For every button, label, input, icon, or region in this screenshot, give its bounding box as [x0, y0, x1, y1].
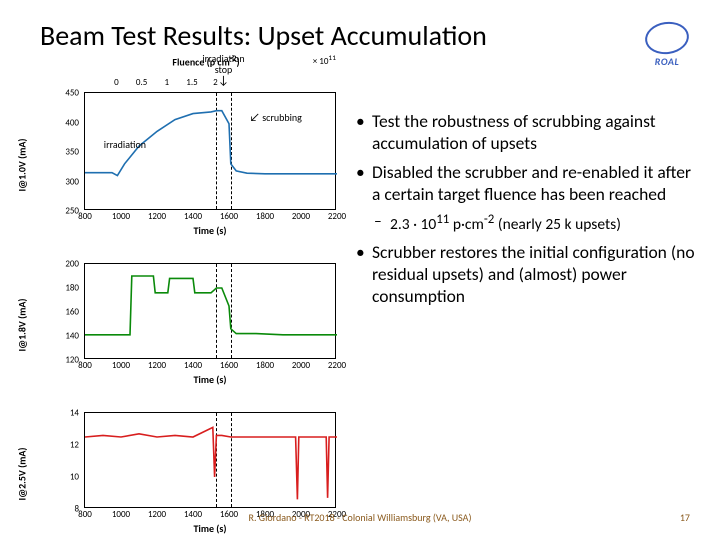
ylabel: I@1.8V (mA)	[16, 298, 29, 351]
b3-pre: 2.3 · 10	[390, 215, 436, 234]
fluence-tick: 1	[165, 77, 170, 88]
plot-box: 2503003504004508001000120014001600180020…	[84, 92, 336, 210]
b3-sup2: -2	[484, 212, 495, 227]
bullet-4: Scrubber restores the initial configurat…	[354, 241, 696, 308]
slide: Beam Test Results: Upset Accumulation RO…	[0, 0, 720, 540]
ann-scrubbing: ↙ scrubbing	[249, 111, 302, 125]
fluence-mult: × 1011	[313, 54, 336, 67]
bullet-list: Test the robustness of scrubbing against…	[354, 110, 696, 314]
slide-title: Beam Test Results: Upset Accumulation	[40, 18, 487, 53]
ann-irradiation: irradiation	[104, 138, 146, 151]
logo: ROAL	[638, 22, 696, 68]
fluence-tick: 1.5	[186, 77, 197, 88]
logo-text: ROAL	[638, 55, 696, 68]
b3-post: p·cm	[449, 215, 484, 234]
trace-p3	[85, 413, 337, 509]
y-ticks: 120140160180200	[49, 264, 81, 358]
chart-panel-p1: I@1.0V (mA)Fluence (p cm-2)× 101100.511.…	[36, 92, 336, 237]
x-ticks: 8001000120014001600180020002200	[85, 211, 335, 223]
bullet-2: Disabled the scrubber and re-enabled it …	[354, 161, 696, 206]
chart-panel-p2: I@1.8V (mA)12014016018020080010001200140…	[36, 263, 336, 386]
ylabel: I@1.0V (mA)	[16, 138, 29, 191]
fluence-tick: 0.5	[136, 77, 147, 88]
b3-tail: (nearly 25 k upsets)	[494, 215, 621, 234]
chart-stack: I@1.0V (mA)Fluence (p cm-2)× 101100.511.…	[36, 74, 336, 474]
footer-page: 17	[680, 511, 690, 524]
b3-sup: 11	[436, 212, 449, 227]
ylabel: I@2.5V (mA)	[16, 447, 29, 500]
xlabel: Time (s)	[84, 224, 336, 237]
bullet-1: Test the robustness of scrubbing against…	[354, 110, 696, 155]
x-ticks: 8001000120014001600180020002200	[85, 360, 335, 372]
plot-box: 81012148001000120014001600180020002200	[84, 412, 336, 508]
trace-p2	[85, 264, 337, 360]
y-ticks: 250300350400450	[49, 93, 81, 209]
logo-ring-icon	[643, 19, 691, 57]
ann-irr-stop: irradiationstop↓	[202, 54, 244, 88]
footer-center: R. Giordano - RT2018 - Colonial Williams…	[249, 511, 472, 524]
xlabel: Time (s)	[84, 373, 336, 386]
y-ticks: 8101214	[49, 413, 81, 507]
bullet-3: 2.3 · 1011 p·cm-2 (nearly 25 k upsets)	[354, 212, 696, 235]
fluence-tick: 0	[114, 77, 119, 88]
plot-box: 1201401601802008001000120014001600180020…	[84, 263, 336, 359]
